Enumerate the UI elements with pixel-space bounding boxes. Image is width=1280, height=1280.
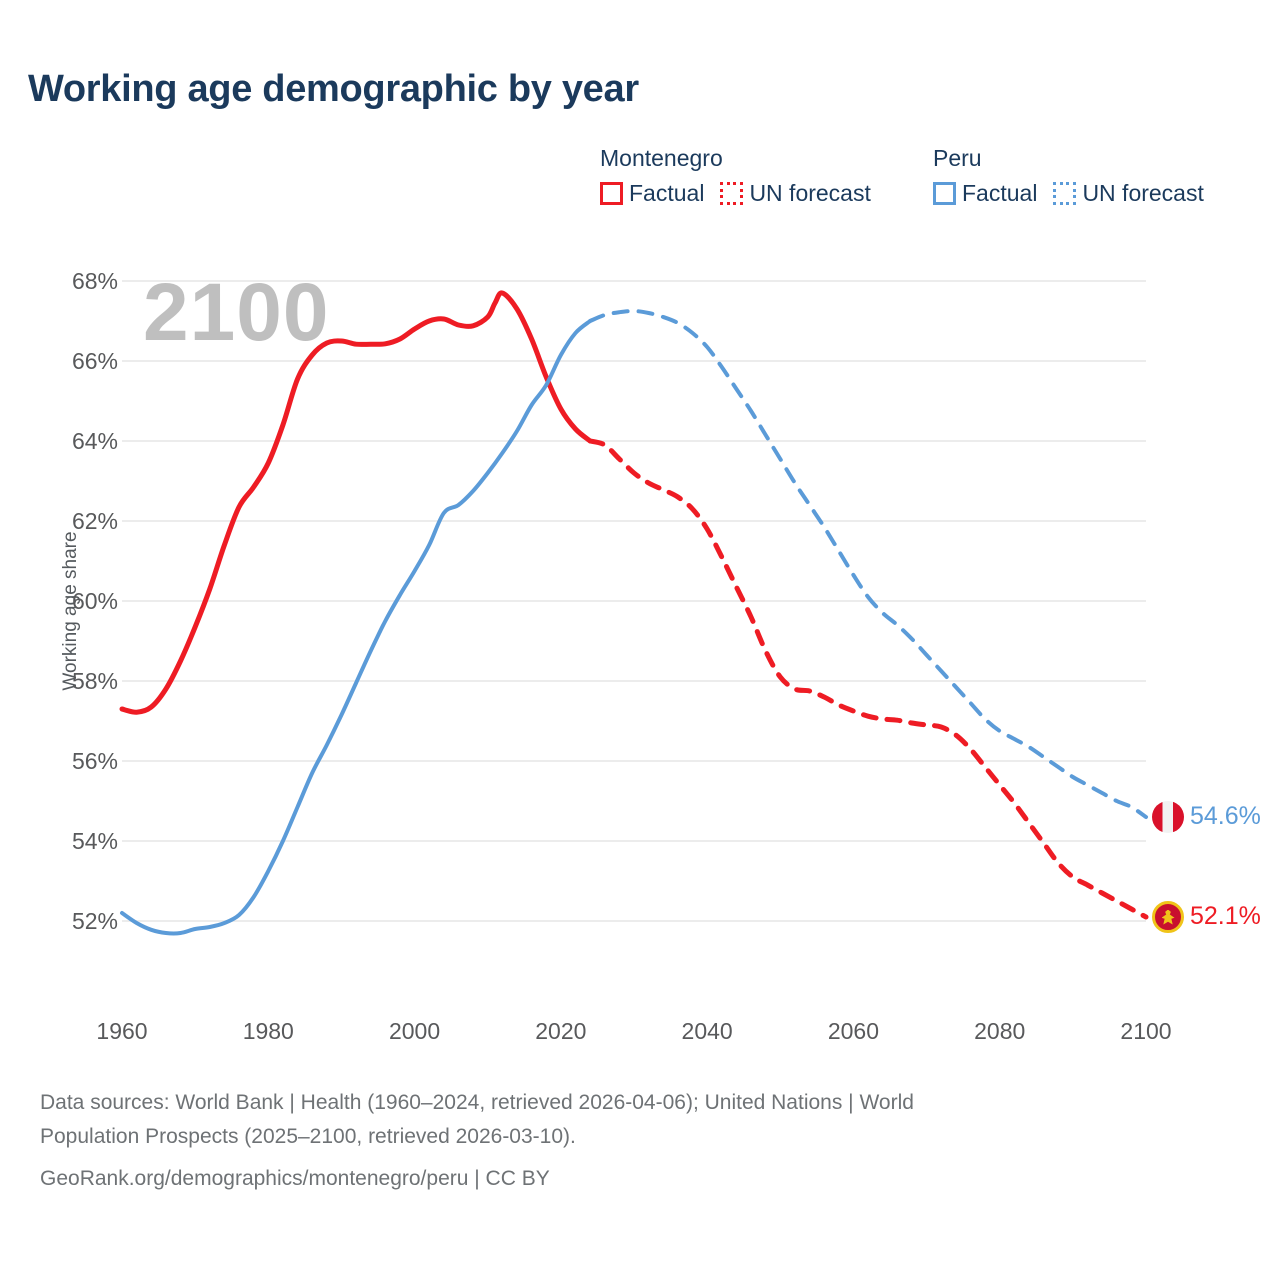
y-axis-tick-label: 64% (71, 428, 118, 454)
legend-item-label: UN forecast (749, 180, 871, 206)
end-value-label-montenegro: 52.1% (1190, 902, 1261, 930)
montenegro-eagle-emblem-icon (1161, 909, 1175, 925)
x-axis-tick-label: 2100 (1120, 1018, 1172, 1044)
y-axis-tick-label: 68% (71, 268, 118, 294)
y-axis-tick-label: 60% (71, 588, 118, 614)
legend-item-peru-factual[interactable]: Factual (933, 180, 1037, 207)
x-axis-tick-label: 2060 (827, 1018, 879, 1044)
peru-flag-icon (1152, 801, 1184, 833)
series-line-peru-factual (120, 319, 593, 936)
chart-legend: Montenegro Factual UN forecast Peru Fact… (600, 143, 1260, 233)
chart-footer: Data sources: World Bank | Health (1960–… (40, 1086, 1240, 1196)
legend-item-label: UN forecast (1082, 180, 1204, 206)
series-line-peru-forecast (588, 308, 1148, 819)
footer-line-3: GeoRank.org/demographics/montenegro/peru… (40, 1167, 550, 1190)
legend-swatch-dotted-icon (1053, 182, 1077, 205)
y-axis-tick-label: 62% (71, 508, 118, 534)
y-axis-tick-label: 66% (71, 348, 118, 374)
plot-area: 2100 Working age share 52% 54% 56% 58% 60% 62… (60, 267, 1261, 1044)
y-axis-tick-label: 54% (71, 828, 118, 854)
legend-group-montenegro: Montenegro Factual UN forecast (600, 143, 871, 207)
x-axis-tick-label: 2080 (974, 1018, 1026, 1044)
x-axis-tick-label: 1960 (96, 1018, 148, 1044)
x-axis-tick-label: 2020 (535, 1018, 587, 1044)
legend-country-name: Peru (933, 145, 982, 171)
legend-item-montenegro-factual[interactable]: Factual (600, 180, 704, 207)
series-line-montenegro-forecast (587, 438, 1149, 920)
x-axis-tick-label: 1980 (242, 1018, 294, 1044)
x-axis-tick-label: 2000 (388, 1018, 441, 1044)
y-axis-tick-label: 52% (71, 908, 118, 934)
legend-item-peru-forecast[interactable]: UN forecast (1053, 180, 1204, 207)
y-axis-tick-label: 58% (71, 668, 118, 694)
legend-swatch-solid-icon (600, 182, 623, 205)
legend-item-montenegro-forecast[interactable]: UN forecast (720, 180, 871, 207)
footer-line-2: Population Prospects (2025–2100, retriev… (40, 1125, 576, 1148)
legend-country-name: Montenegro (600, 145, 723, 171)
legend-item-label: Factual (629, 180, 705, 206)
footer-line-1: Data sources: World Bank | Health (1960–… (40, 1091, 914, 1114)
legend-swatch-solid-icon (933, 182, 956, 205)
series-line-montenegro-factual (119, 290, 593, 715)
x-axis-tick-label: 2040 (681, 1018, 733, 1044)
end-value-label-peru: 54.6% (1190, 802, 1261, 830)
y-axis-tick-label: 56% (71, 748, 118, 774)
legend-group-peru: Peru Factual UN forecast (933, 143, 1204, 207)
plot-svg (119, 280, 1149, 936)
year-watermark: 2100 (143, 267, 330, 358)
page-title: Working age demographic by year (28, 68, 639, 110)
legend-swatch-dotted-icon (720, 182, 744, 205)
legend-item-label: Factual (962, 180, 1038, 206)
montenegro-flag-icon (1152, 901, 1184, 933)
